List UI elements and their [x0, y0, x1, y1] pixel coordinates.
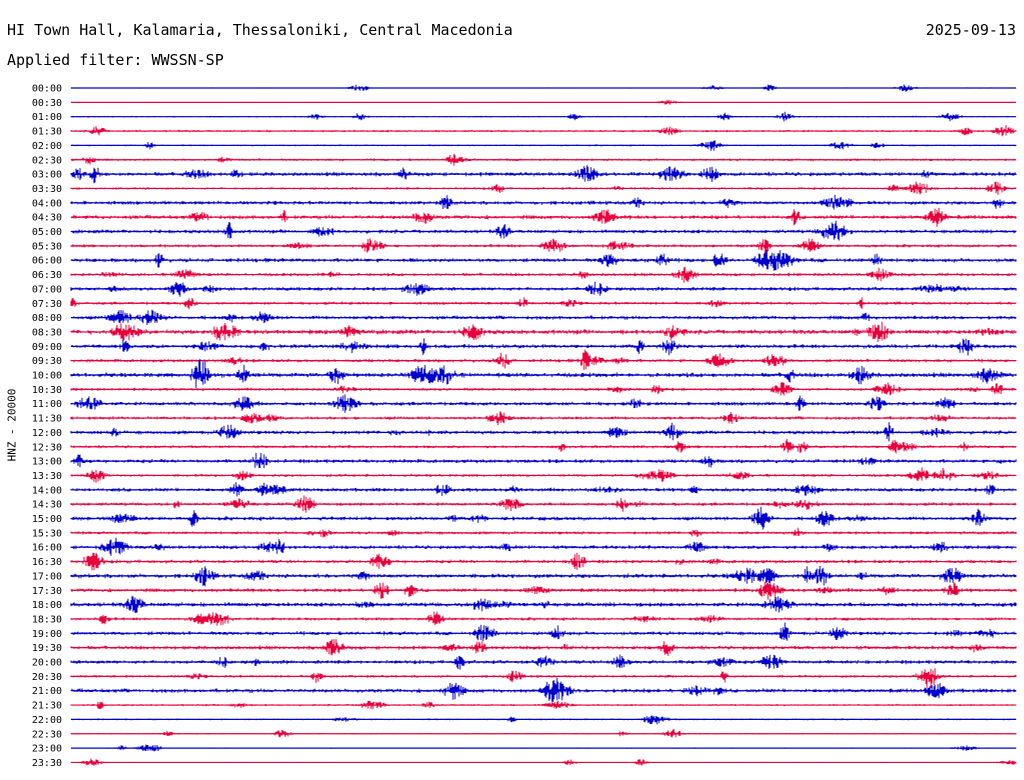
time-tick-label: 20:00 [32, 658, 62, 669]
time-tick-label: 16:30 [32, 557, 62, 568]
time-tick-label: 18:30 [32, 614, 62, 625]
time-tick-label: 08:00 [32, 313, 62, 324]
time-tick-label: 04:00 [32, 198, 62, 209]
time-tick-label: 09:30 [32, 356, 62, 367]
time-tick-label: 04:30 [32, 213, 62, 224]
time-tick-label: 09:00 [32, 342, 62, 353]
seismic-trace [70, 622, 1017, 642]
station-title: HI Town Hall, Kalamaria, Thessaloniki, C… [7, 21, 513, 39]
time-tick-label: 00:30 [32, 98, 62, 109]
time-tick-label: 17:30 [32, 586, 62, 597]
time-tick-label: 02:30 [32, 155, 62, 166]
time-tick-label: 10:00 [32, 371, 62, 382]
time-tick-label: 23:30 [32, 758, 62, 769]
time-tick-label: 07:00 [32, 284, 62, 295]
time-tick-label: 15:30 [32, 528, 62, 539]
time-tick-label: 01:00 [32, 112, 62, 123]
time-tick-label: 11:30 [32, 414, 62, 425]
time-tick-label: 17:00 [32, 571, 62, 582]
time-tick-label: 19:00 [32, 629, 62, 640]
time-tick-label: 10:30 [32, 385, 62, 396]
date-label: 2025-09-13 [925, 21, 1016, 39]
time-tick-label: 20:30 [32, 672, 62, 683]
time-tick-label: 19:30 [32, 643, 62, 654]
time-tick-label: 02:00 [32, 141, 62, 152]
time-tick-label: 14:00 [32, 485, 62, 496]
time-tick-label: 05:30 [32, 241, 62, 252]
time-tick-label: 16:00 [32, 543, 62, 554]
seismic-trace [70, 358, 1017, 388]
seismic-trace [70, 438, 1017, 454]
time-tick-label: 06:30 [32, 270, 62, 281]
time-tick-label: 22:30 [32, 729, 62, 740]
time-tick-label: 01:30 [32, 127, 62, 138]
time-tick-label: 23:00 [32, 744, 62, 755]
seismic-trace [70, 220, 1017, 241]
time-tick-label: 00:00 [32, 84, 62, 95]
time-tick-label: 22:00 [32, 715, 62, 726]
time-tick-label: 12:00 [32, 428, 62, 439]
time-tick-label: 15:00 [32, 514, 62, 525]
time-tick-label: 18:00 [32, 600, 62, 611]
time-tick-label: 11:00 [32, 399, 62, 410]
time-tick-label: 07:30 [32, 299, 62, 310]
time-tick-label: 08:30 [32, 327, 62, 338]
time-tick-label: 03:00 [32, 170, 62, 181]
filter-label: Applied filter: WWSSN-SP [7, 51, 224, 69]
time-tick-label: 13:30 [32, 471, 62, 482]
seismic-trace [70, 677, 1017, 702]
time-tick-label: 12:30 [32, 442, 62, 453]
time-tick-label: 03:30 [32, 184, 62, 195]
seismic-trace [70, 338, 1017, 356]
time-tick-label: 05:00 [32, 227, 62, 238]
time-tick-label: 21:00 [32, 686, 62, 697]
seismic-trace [70, 668, 1017, 688]
time-tick-label: 06:00 [32, 256, 62, 267]
time-tick-label: 21:30 [32, 701, 62, 712]
time-tick-label: 13:00 [32, 457, 62, 468]
seismic-trace [70, 349, 1017, 370]
time-tick-label: 14:30 [32, 500, 62, 511]
